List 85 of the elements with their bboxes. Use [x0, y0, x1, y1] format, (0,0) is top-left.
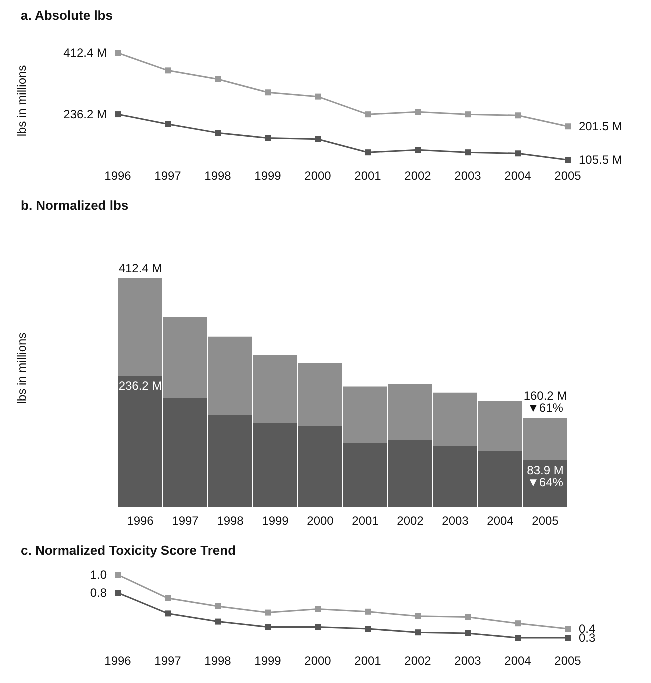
- x-tick-label: 2002: [404, 169, 432, 183]
- x-tick-label: 2002: [397, 514, 424, 528]
- point: [415, 109, 421, 116]
- x-tick-label: 2004: [504, 169, 532, 183]
- x-tick-label: 1998: [204, 654, 232, 668]
- point: [215, 76, 221, 82]
- data-label: 83.9 M ▼64%: [527, 464, 564, 490]
- x-tick-label: 2001: [352, 514, 380, 528]
- point: [565, 626, 571, 632]
- point: [115, 590, 121, 596]
- point: [265, 610, 271, 616]
- y-axis-title: lbs in millions: [15, 332, 29, 404]
- point: [115, 50, 121, 56]
- point: [565, 157, 571, 164]
- point: [365, 608, 371, 615]
- point: [365, 626, 371, 632]
- point: [315, 624, 321, 630]
- point: [365, 112, 371, 118]
- x-tick-label: 2003: [442, 514, 470, 528]
- x-tick-label: 2000: [304, 654, 332, 668]
- x-tick-label: 1996: [127, 514, 154, 528]
- x-tick-label: 1997: [154, 654, 182, 668]
- point: [515, 635, 521, 641]
- point: [115, 572, 121, 578]
- point: [515, 150, 521, 157]
- total-label: 412.4 M: [118, 262, 162, 276]
- x-tick-label: 2004: [487, 514, 514, 528]
- point: [315, 606, 321, 612]
- x-tick-label: 2003: [454, 654, 482, 668]
- x-tick-label: 1996: [104, 169, 132, 183]
- point: [165, 68, 171, 74]
- x-tick-label: 2003: [454, 169, 482, 183]
- point: [515, 620, 521, 627]
- point: [215, 604, 221, 610]
- data-label: 0.8: [90, 586, 108, 600]
- x-tick-label: 1997: [172, 514, 200, 528]
- data-label: 201.5 M: [579, 120, 622, 134]
- x-tick-label: 2001: [354, 169, 382, 183]
- point: [565, 635, 571, 641]
- x-tick-label: 2005: [554, 654, 582, 668]
- x-tick-label: 1997: [154, 169, 182, 183]
- point: [165, 595, 171, 602]
- chart-title: b. Normalized lbs: [21, 198, 129, 213]
- data-label: 236.2 M: [118, 379, 162, 394]
- data-label: 236.2 M: [64, 108, 108, 122]
- x-tick-label: 1999: [254, 654, 282, 668]
- point: [565, 124, 571, 130]
- point: [165, 121, 171, 128]
- point: [165, 610, 171, 617]
- y-axis-title: lbs in millions: [15, 65, 29, 137]
- point: [465, 112, 471, 118]
- x-tick-label: 2005: [554, 169, 582, 183]
- x-tick-label: 1999: [254, 169, 282, 183]
- chart-title: a. Absolute lbs: [21, 8, 113, 23]
- point: [365, 150, 371, 156]
- point: [265, 624, 271, 630]
- point: [315, 136, 321, 142]
- total-label: 160.2 M ▼61%: [524, 389, 568, 416]
- x-tick-label: 1998: [204, 169, 232, 183]
- x-tick-label: 2005: [532, 514, 560, 528]
- point: [465, 630, 471, 636]
- point: [265, 90, 271, 96]
- x-tick-label: 2000: [304, 169, 332, 183]
- point: [415, 630, 421, 636]
- x-tick-label: 1996: [104, 654, 132, 668]
- x-tick-label: 2001: [354, 654, 382, 668]
- point: [215, 130, 221, 136]
- point: [115, 112, 121, 118]
- x-tick-label: 2002: [404, 654, 432, 668]
- point: [415, 613, 421, 620]
- point: [515, 112, 521, 119]
- point: [415, 147, 421, 154]
- x-tick-label: 1999: [262, 514, 290, 528]
- chart-title: c. Normalized Toxicity Score Trend: [21, 543, 236, 558]
- point: [265, 135, 271, 142]
- x-tick-label: 2000: [307, 514, 334, 528]
- point: [315, 94, 321, 100]
- data-label: 1.0: [90, 568, 108, 582]
- data-label: 412.4 M: [64, 46, 108, 60]
- data-label: 105.5 M: [579, 153, 622, 168]
- point: [465, 150, 471, 156]
- x-tick-label: 2004: [504, 654, 532, 668]
- point: [215, 618, 221, 625]
- point: [465, 614, 471, 620]
- x-tick-label: 1998: [217, 514, 244, 528]
